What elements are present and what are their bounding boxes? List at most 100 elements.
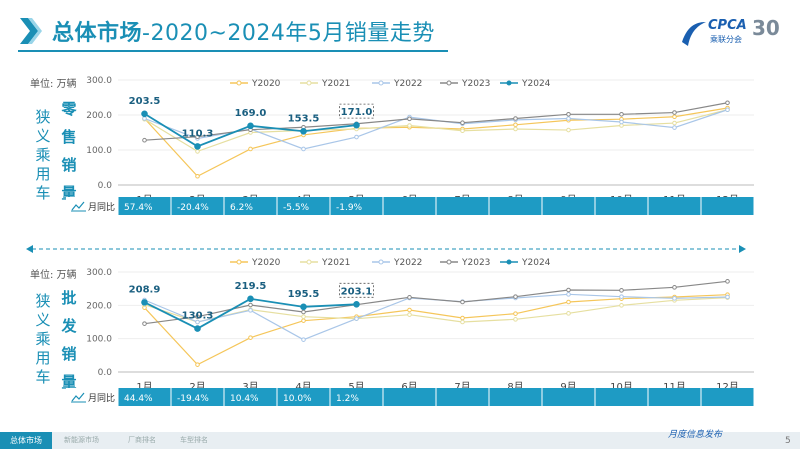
title-bar: 总体市场-2020~2024年5月销量走势: [18, 14, 435, 48]
yoy-value: 10.0%: [283, 394, 312, 404]
data-point-y2023: [619, 112, 624, 117]
data-point-y2020: [407, 307, 412, 313]
y-tick-label: 200.0: [86, 301, 112, 311]
data-point-y2024: [300, 127, 307, 135]
data-point-y2023: [460, 120, 465, 125]
data-point-y2021: [619, 303, 624, 308]
yoy-cell: [171, 197, 224, 215]
legend-label-y2023: Y2023: [461, 79, 490, 89]
yoy-cell: [436, 197, 489, 215]
data-point-y2020: [248, 335, 253, 340]
data-label-highlight-box: [339, 282, 374, 298]
data-point-y2023: [672, 285, 677, 290]
page-number: 5: [785, 436, 791, 446]
y-tick-label: 0.0: [98, 181, 113, 191]
data-label: 208.9: [129, 284, 161, 295]
data-point-y2022: [354, 134, 359, 140]
yoy-cell: [118, 388, 171, 406]
data-point-y2020: [513, 311, 518, 316]
unit-label-retail: 单位: 万辆: [30, 79, 77, 90]
yoy-value: 6.2%: [230, 203, 253, 213]
yoy-value: 44.4%: [124, 394, 153, 404]
legend-marker-y2022: [378, 80, 384, 86]
title-underline: [18, 50, 448, 52]
legend-marker-y2024: [506, 259, 512, 265]
legend-label-y2020: Y2020: [251, 79, 281, 89]
y-tick-label: 200.0: [86, 111, 112, 121]
logo-brand: CPCA: [708, 18, 747, 33]
data-point-y2023: [407, 116, 412, 122]
logo-anniversary: 30: [752, 16, 780, 40]
data-point-y2023: [142, 137, 147, 143]
data-point-y2024: [247, 122, 254, 130]
series-line-y2020: [144, 294, 728, 366]
data-label: 153.5: [288, 113, 320, 124]
yoy-value: 1.2%: [336, 394, 359, 404]
data-point-y2022: [354, 316, 359, 321]
data-point-y2021: [513, 126, 518, 132]
tab-nev-market[interactable]: 新能源市场: [64, 436, 99, 444]
y-tick-label: 300.0: [86, 268, 112, 278]
swoosh-icon: [682, 22, 706, 46]
data-point-y2022: [195, 319, 200, 325]
yoy-value: -20.4%: [177, 203, 209, 213]
data-point-y2022: [301, 146, 306, 152]
yoy-cell: [595, 197, 648, 215]
yoy-cell: [489, 197, 542, 215]
legend-marker-y2024: [506, 80, 512, 86]
side-label-retail: 狭义乘用车: [35, 108, 51, 202]
data-point-y2022: [672, 296, 677, 301]
y-tick-label: 100.0: [86, 335, 112, 345]
data-point-y2023: [195, 314, 200, 319]
tab-maker-ranking[interactable]: 厂商排名: [128, 436, 156, 444]
data-point-y2020: [513, 122, 518, 128]
yoy-value: -19.4%: [177, 394, 209, 404]
legend-marker-y2021: [306, 259, 312, 265]
legend-label-y2023: Y2023: [461, 258, 490, 268]
yoy-value: 57.4%: [124, 203, 153, 213]
tab-model-ranking[interactable]: 车型排名: [180, 436, 208, 444]
data-point-y2023: [566, 287, 571, 293]
yoy-header-label: 月同比: [88, 201, 115, 213]
yoy-cell: [489, 388, 542, 406]
data-point-y2023: [566, 112, 571, 117]
legend-label-y2024: Y2024: [521, 258, 551, 268]
data-point-y2022: [566, 292, 571, 297]
data-point-y2023: [195, 134, 200, 139]
data-point-y2023: [407, 295, 412, 300]
data-point-y2023: [619, 288, 624, 293]
chevron-right-icon: [20, 18, 42, 44]
data-point-y2020: [195, 173, 200, 179]
data-point-y2022: [725, 107, 730, 113]
data-point-y2023: [513, 294, 518, 299]
data-point-y2024: [353, 121, 360, 129]
data-point-y2021: [407, 312, 412, 317]
data-point-y2023: [301, 309, 306, 315]
data-point-y2022: [619, 294, 624, 299]
data-point-y2021: [566, 127, 571, 133]
legend-label-y2021: Y2021: [321, 79, 350, 89]
data-point-y2021: [513, 317, 518, 322]
legend-marker-y2023: [446, 259, 452, 265]
series-line-y2023: [144, 102, 728, 141]
data-point-y2023: [725, 100, 730, 106]
yoy-cell: [224, 388, 277, 406]
yoy-cell: [383, 388, 436, 406]
yoy-cell: [542, 388, 595, 406]
section-divider: [26, 245, 746, 253]
yoy-value: -5.5%: [283, 203, 310, 213]
legend-marker-y2020: [236, 259, 242, 265]
data-label: 110.3: [182, 128, 214, 139]
y-tick-label: 0.0: [98, 368, 113, 378]
data-label: 171.0: [341, 107, 373, 118]
data-point-y2024: [194, 143, 201, 150]
data-point-y2021: [301, 314, 306, 319]
yoy-header-label: 月同比: [88, 392, 115, 404]
tab-overall-market[interactable]: 总体市场: [0, 432, 52, 449]
y-tick-label: 100.0: [86, 146, 112, 156]
metric-label-wholesale: 批发销量: [61, 289, 77, 391]
side-label-wholesale: 狭义乘用车: [35, 292, 51, 386]
legend-label-y2024: Y2024: [521, 79, 551, 89]
yoy-cell: [436, 388, 489, 406]
